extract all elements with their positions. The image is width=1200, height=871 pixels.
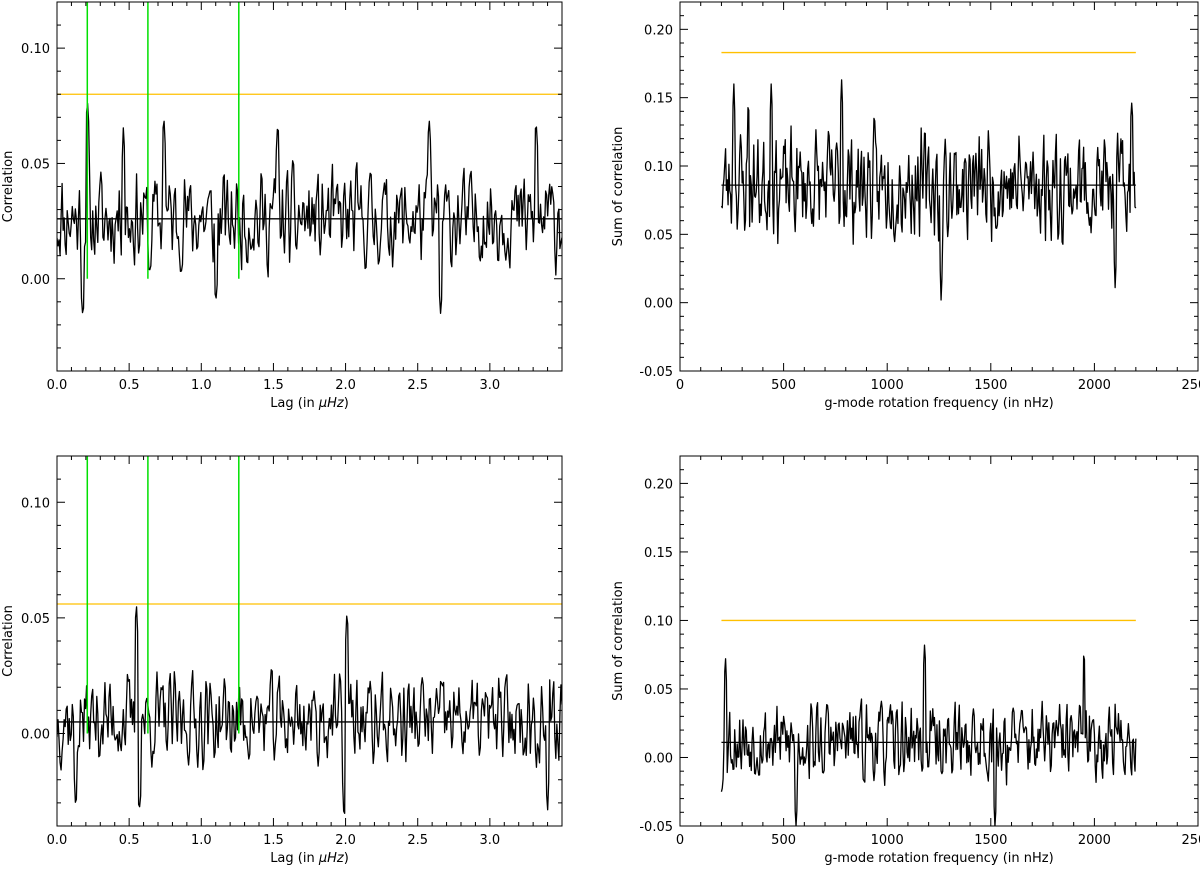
x-tick-label: 1500 [974, 378, 1007, 393]
x-tick-label: 2.5 [407, 378, 428, 393]
x-tick-label: 1.5 [263, 378, 284, 393]
plot-frame [56, 1, 563, 372]
x-axis-label: g-mode rotation frequency (in nHz) [824, 851, 1053, 866]
x-axis-label: g-mode rotation frequency (in nHz) [824, 396, 1053, 411]
x-axis-label-end: ) [344, 851, 349, 866]
y-tick-label: -0.05 [639, 365, 673, 380]
y-tick-label: 0.10 [644, 160, 673, 175]
plot-frame [679, 1, 1199, 372]
plot-area [720, 619, 1137, 826]
y-axis-label: Sum of correlation [611, 581, 626, 701]
chart-bottom-left: 0.0 0.5 1.0 1.5 2.0 2.5 3.0 0.00 0.05 0.10 Lag (in… [1, 455, 563, 866]
x-tick-label: 1000 [871, 378, 904, 393]
y-tick-label: 0.00 [21, 273, 50, 288]
x-tick-label: 3.0 [480, 378, 501, 393]
series-line-correlation [57, 102, 562, 314]
x-tick-label: 0.5 [119, 833, 140, 848]
x-axis-label: Lag (in μHz) [270, 851, 349, 866]
y-tick-label: 0.00 [21, 728, 50, 743]
y-tick-label: 0.05 [644, 228, 673, 243]
plot-frame [56, 455, 563, 827]
x-axis-label-main: g-mode rotation frequency (in nHz) [824, 396, 1053, 411]
y-tick-label: 0.05 [21, 612, 50, 627]
x-tick-label: 0.0 [47, 833, 68, 848]
y-tick-label: 0.00 [644, 751, 673, 766]
y-tick-label: 0.05 [21, 157, 50, 172]
series-line-sum-of-correlation [720, 644, 1137, 826]
y-tick-label: 0.15 [644, 92, 673, 107]
x-axis-label-unit: μHz [318, 851, 345, 866]
y-tick-label: 0.20 [644, 23, 673, 38]
plot-frame [679, 455, 1199, 827]
x-tick-label: 3.0 [480, 833, 501, 848]
x-tick-label: 2000 [1078, 833, 1111, 848]
plot-area [57, 456, 562, 814]
x-tick-label: 1.5 [263, 833, 284, 848]
series-line-sum-of-correlation [720, 79, 1137, 301]
x-tick-label: 1.0 [191, 378, 212, 393]
y-tick-label: 0.10 [21, 496, 50, 511]
y-axis-label: Sum of correlation [611, 127, 626, 247]
x-tick-label: 500 [771, 833, 796, 848]
y-tick-label: 0.10 [21, 42, 50, 57]
x-axis-label-unit: μHz [318, 396, 345, 411]
x-axis-label-main: Lag (in [270, 851, 319, 866]
y-tick-label: 0.15 [644, 546, 673, 561]
y-tick-label: 0.00 [644, 297, 673, 312]
x-tick-label: 1.0 [191, 833, 212, 848]
x-axis-label-main: g-mode rotation frequency (in nHz) [824, 851, 1053, 866]
x-tick-label: 2500 [1181, 833, 1200, 848]
x-tick-label: 2.0 [335, 378, 356, 393]
x-tick-label: 2.0 [335, 833, 356, 848]
chart-top-left: 0.0 0.5 1.0 1.5 2.0 2.5 3.0 0.00 0.05 0.10 Lag (in… [1, 1, 563, 411]
x-tick-label: 2.5 [407, 833, 428, 848]
y-axis-label: Correlation [1, 151, 16, 223]
y-tick-label: 0.05 [644, 683, 673, 698]
x-tick-label: 0 [676, 378, 684, 393]
plot-area [57, 2, 562, 314]
y-tick-label: -0.05 [639, 820, 673, 835]
x-tick-label: 2000 [1078, 378, 1111, 393]
x-axis-label: Lag (in μHz) [270, 396, 349, 411]
y-tick-label: 0.10 [644, 614, 673, 629]
x-tick-label: 0.5 [119, 378, 140, 393]
x-tick-label: 2500 [1181, 378, 1200, 393]
series-line-correlation [57, 606, 562, 814]
x-tick-label: 0.0 [47, 378, 68, 393]
x-tick-label: 1000 [871, 833, 904, 848]
chart-bottom-right: 0 500 1000 1500 2000 2500 -0.05 0.00 0.05 0.10 0.1… [611, 455, 1200, 866]
x-tick-label: 500 [771, 378, 796, 393]
plot-area [720, 51, 1137, 301]
x-axis-label-end: ) [344, 396, 349, 411]
y-axis-label: Correlation [1, 605, 16, 677]
y-tick-label: 0.20 [644, 477, 673, 492]
chart-top-right: 0 500 1000 1500 2000 2500 -0.05 0.00 0.05 0.10 0.1… [611, 1, 1200, 411]
x-axis-label-main: Lag (in [270, 396, 319, 411]
x-tick-label: 1500 [974, 833, 1007, 848]
x-tick-label: 0 [676, 833, 684, 848]
